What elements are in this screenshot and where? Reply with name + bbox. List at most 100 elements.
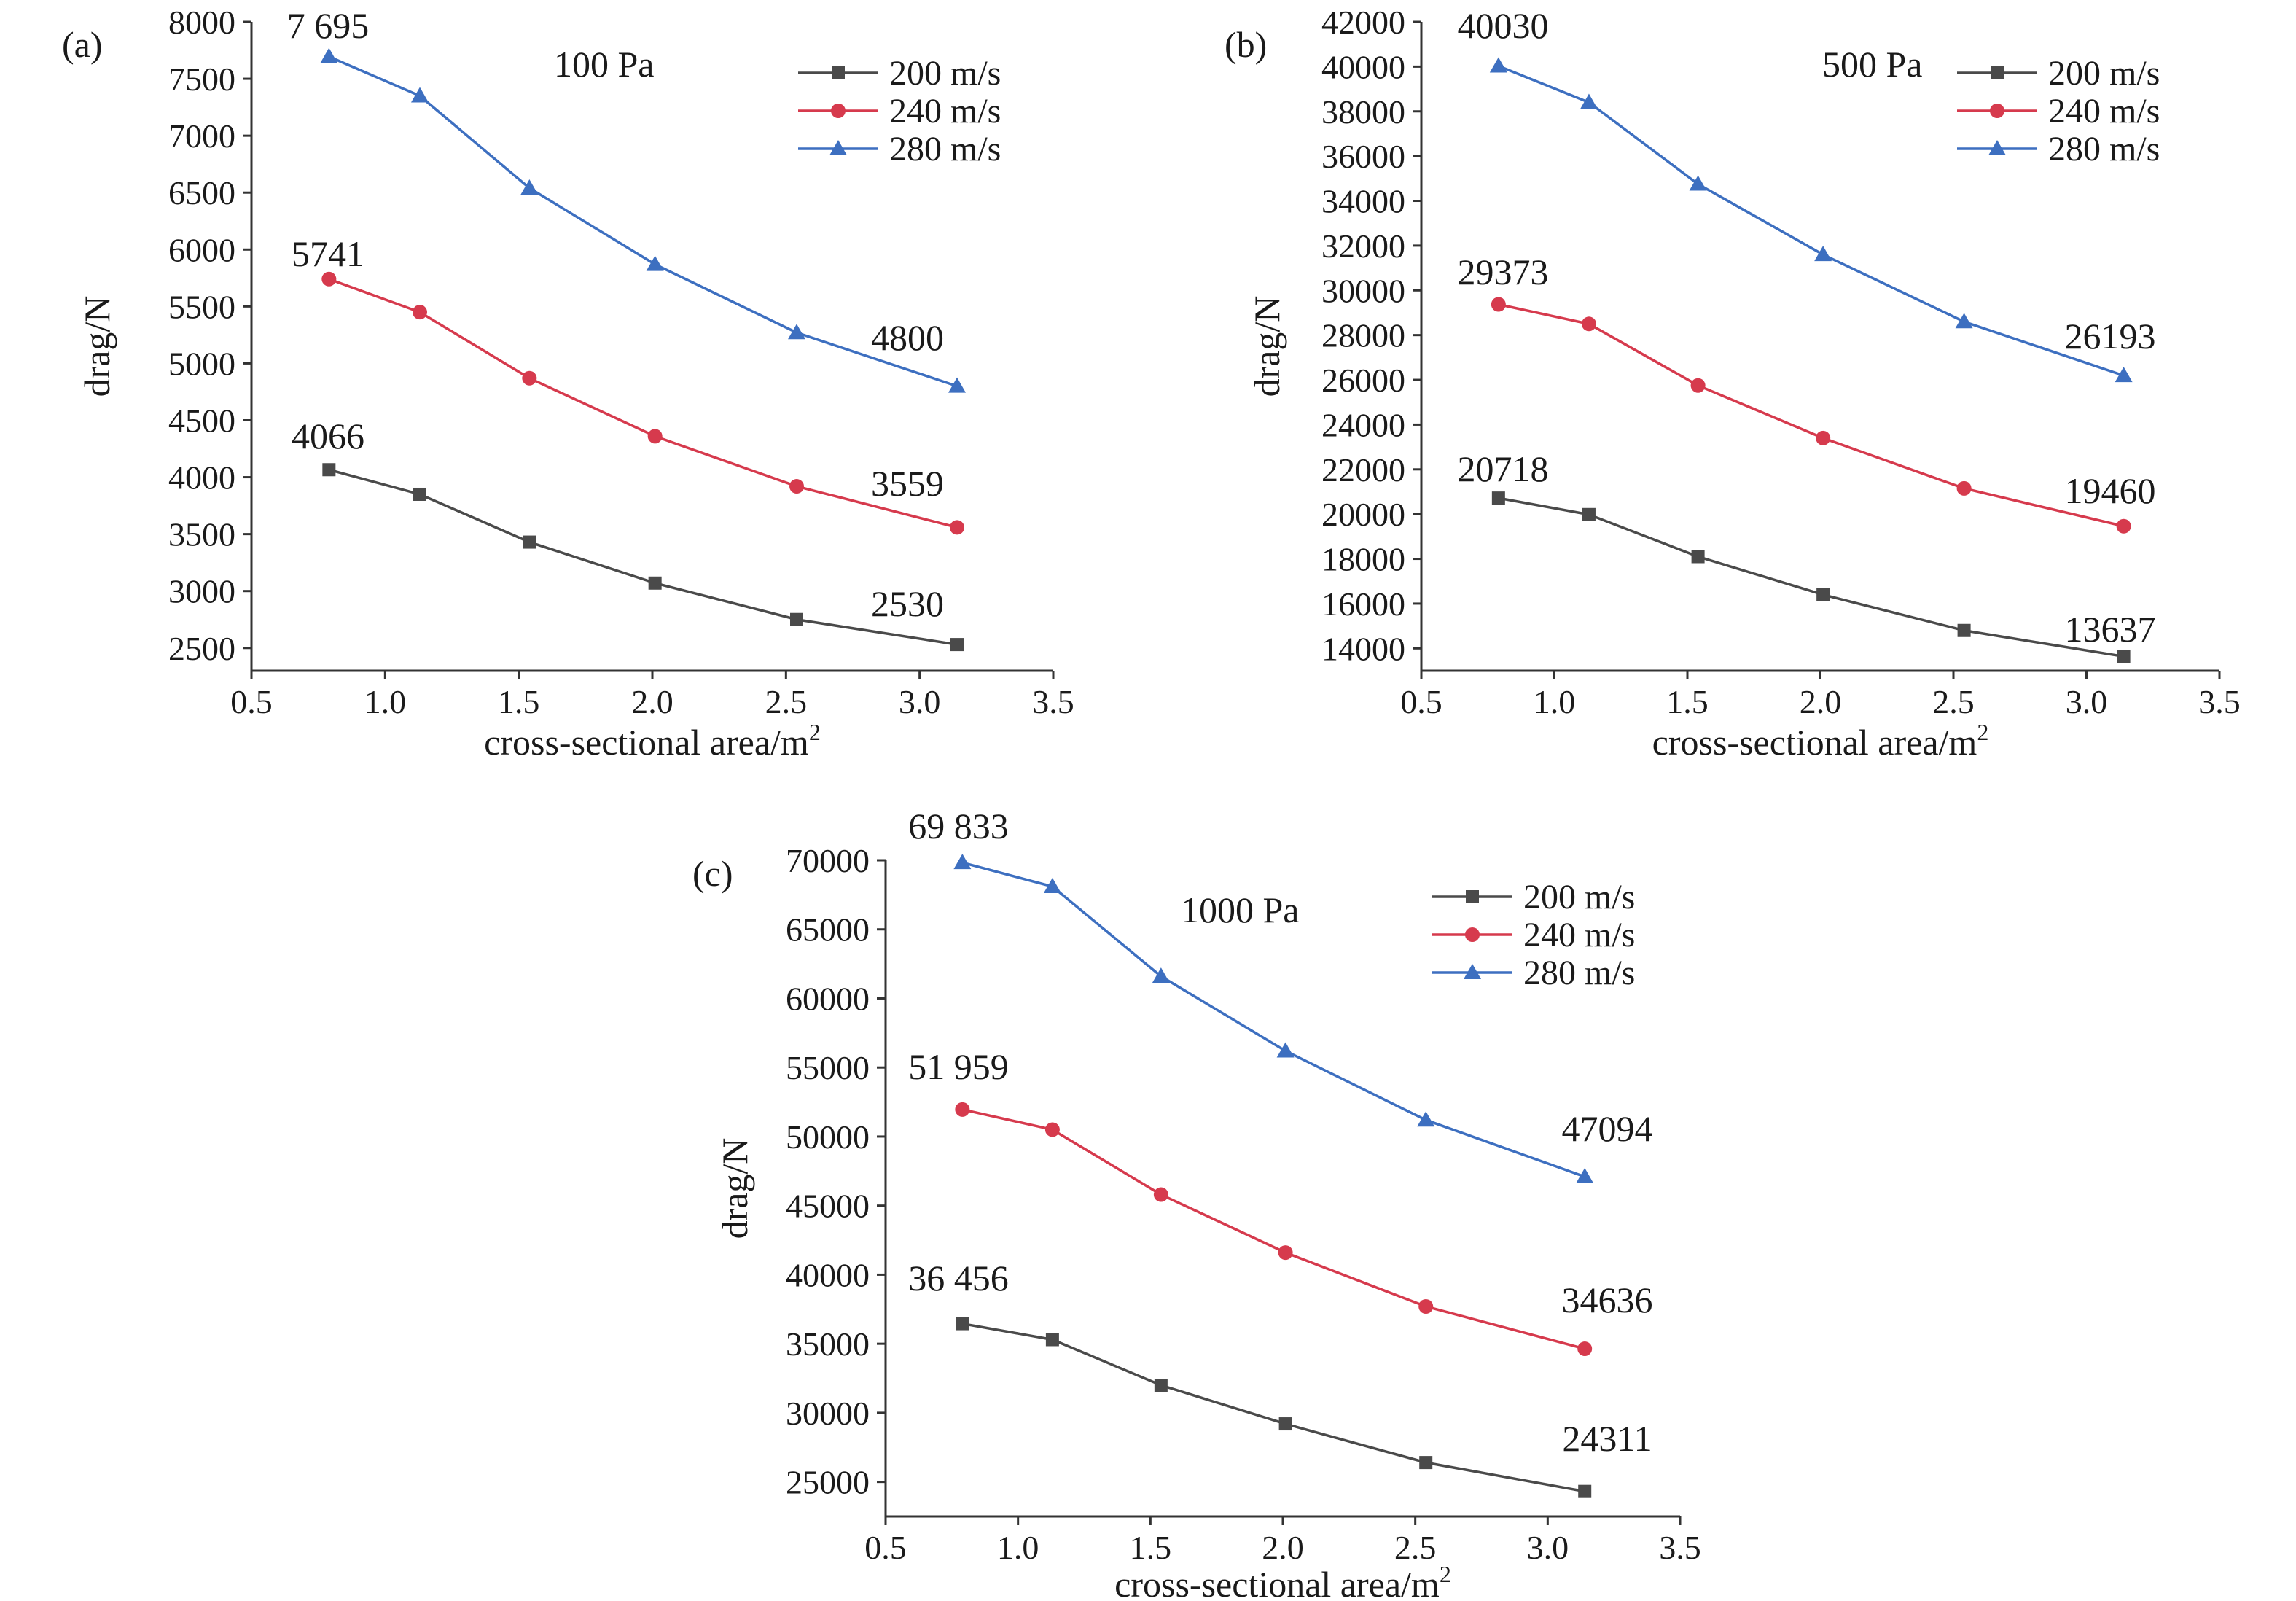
data-point (2115, 367, 2133, 383)
data-point (1154, 1379, 1168, 1392)
series-line-200 (328, 468, 958, 646)
data-point (1278, 1245, 1293, 1261)
legend-label: 280 m/s (2048, 130, 2160, 168)
data-point (1581, 316, 1596, 332)
data-point (1580, 93, 1598, 109)
legend-marker (1464, 964, 1481, 979)
y-tick-label: 70000 (786, 842, 870, 879)
y-tick-label: 2500 (168, 630, 235, 667)
y-tick-label: 7000 (168, 117, 235, 155)
series-line-200 (1498, 496, 2124, 658)
chart-panel-1: 0.5 1.0 1.5 2.0 2.5 3.0 3.5 2500 3000 3500 4000 450… (62, 4, 1074, 763)
x-tick-label: 0.5 (1400, 683, 1442, 720)
legend-marker (831, 104, 846, 118)
x-tick-label: 2.5 (765, 683, 808, 720)
y-tick-label: 38000 (1321, 93, 1405, 131)
data-point (523, 535, 536, 549)
x-tick-label: 3.0 (2066, 683, 2108, 720)
pressure-annotation: 500 Pa (1822, 44, 1923, 85)
panel-tag: (c) (692, 853, 733, 894)
data-point (1044, 1122, 1060, 1137)
legend-label: 240 m/s (889, 92, 1001, 131)
y-tick-label: 34000 (1321, 183, 1405, 220)
data-point (1816, 588, 1830, 601)
data-point (648, 576, 662, 590)
legend-marker (832, 66, 845, 79)
data-point (1816, 430, 1831, 445)
y-tick-label: 5500 (168, 288, 235, 325)
data-point (1153, 1187, 1168, 1202)
data-point (520, 179, 539, 195)
y-tick-label: 24000 (1321, 406, 1405, 443)
legend-label: 200 m/s (1523, 878, 1635, 916)
pressure-annotation: 1000 Pa (1181, 889, 1300, 930)
data-point (647, 429, 663, 444)
data-point (788, 324, 805, 340)
x-tick-label: 2.0 (1800, 683, 1842, 720)
x-tick-label: 3.5 (1659, 1529, 1701, 1566)
legend-label: 280 m/s (1523, 954, 1635, 992)
data-point (2117, 650, 2131, 663)
data-point (322, 463, 336, 477)
pressure-annotation: 100 Pa (554, 44, 655, 85)
chart-panel-3: 0.5 1.0 1.5 2.0 2.5 3.0 3.5 25000 30000 35000 4000… (692, 806, 1701, 1601)
x-tick-label: 3.0 (899, 683, 941, 720)
y-tick-label: 30000 (786, 1395, 870, 1432)
series-line-240 (961, 1108, 1585, 1350)
legend-marker (1990, 104, 2004, 118)
data-label: 47094 (1562, 1108, 1653, 1149)
data-label: 34636 (1562, 1279, 1653, 1320)
data-label: 26193 (2065, 316, 2156, 357)
y-tick-label: 8000 (168, 4, 235, 41)
y-tick-label: 22000 (1321, 451, 1405, 488)
data-label: 36 456 (908, 1258, 1009, 1298)
data-label: 40030 (1458, 5, 1549, 46)
data-point (950, 638, 964, 652)
data-point (789, 479, 804, 494)
legend-label: 280 m/s (889, 130, 1001, 168)
x-tick-label: 3.5 (1032, 683, 1074, 720)
data-point (1577, 1341, 1593, 1357)
data-label: 7 695 (287, 5, 370, 46)
x-axis-label: cross-sectional area/m2 (1652, 719, 1989, 763)
data-point (1690, 378, 1706, 393)
data-point (1276, 1042, 1295, 1058)
y-tick-label: 16000 (1321, 585, 1405, 623)
y-tick-label: 28000 (1321, 317, 1405, 354)
data-point (1578, 1484, 1592, 1498)
data-point (411, 87, 429, 103)
data-label: 13637 (2065, 609, 2156, 650)
x-tick-label: 1.0 (364, 683, 407, 720)
x-tick-label: 2.0 (1262, 1529, 1304, 1566)
y-tick-label: 60000 (786, 980, 870, 1017)
x-axis-label: cross-sectional area/m2 (1114, 1561, 1451, 1601)
data-label: 3559 (871, 463, 944, 504)
x-tick-label: 1.5 (1130, 1529, 1172, 1566)
data-point (1278, 1417, 1292, 1431)
legend-marker (1465, 927, 1480, 942)
y-tick-label: 40000 (786, 1256, 870, 1293)
y-axis-label: drag/N (77, 296, 117, 397)
x-tick-label: 1.5 (1666, 683, 1709, 720)
x-tick-label: 2.5 (1932, 683, 1975, 720)
data-point (1418, 1299, 1434, 1314)
data-label: 19460 (2065, 470, 2156, 511)
data-label: 2530 (871, 583, 944, 624)
data-point (1576, 1168, 1594, 1184)
data-label: 24311 (1562, 1418, 1652, 1459)
data-point (948, 377, 966, 393)
data-point (950, 520, 964, 535)
data-point (1814, 246, 1832, 262)
y-tick-label: 65000 (786, 911, 870, 948)
series-line-200 (962, 1322, 1585, 1493)
legend-marker (1466, 890, 1479, 903)
data-point (1491, 491, 1505, 505)
data-label: 4800 (871, 317, 944, 358)
chart-panel-2: 0.5 1.0 1.5 2.0 2.5 3.0 3.5 14000 16000 18000 2000… (1225, 4, 2241, 763)
y-tick-label: 3000 (168, 573, 235, 610)
y-tick-label: 50000 (786, 1118, 870, 1156)
data-point (1582, 507, 1596, 521)
data-point (1955, 313, 1973, 329)
legend-label: 240 m/s (1523, 916, 1635, 954)
x-tick-label: 2.5 (1394, 1529, 1437, 1566)
